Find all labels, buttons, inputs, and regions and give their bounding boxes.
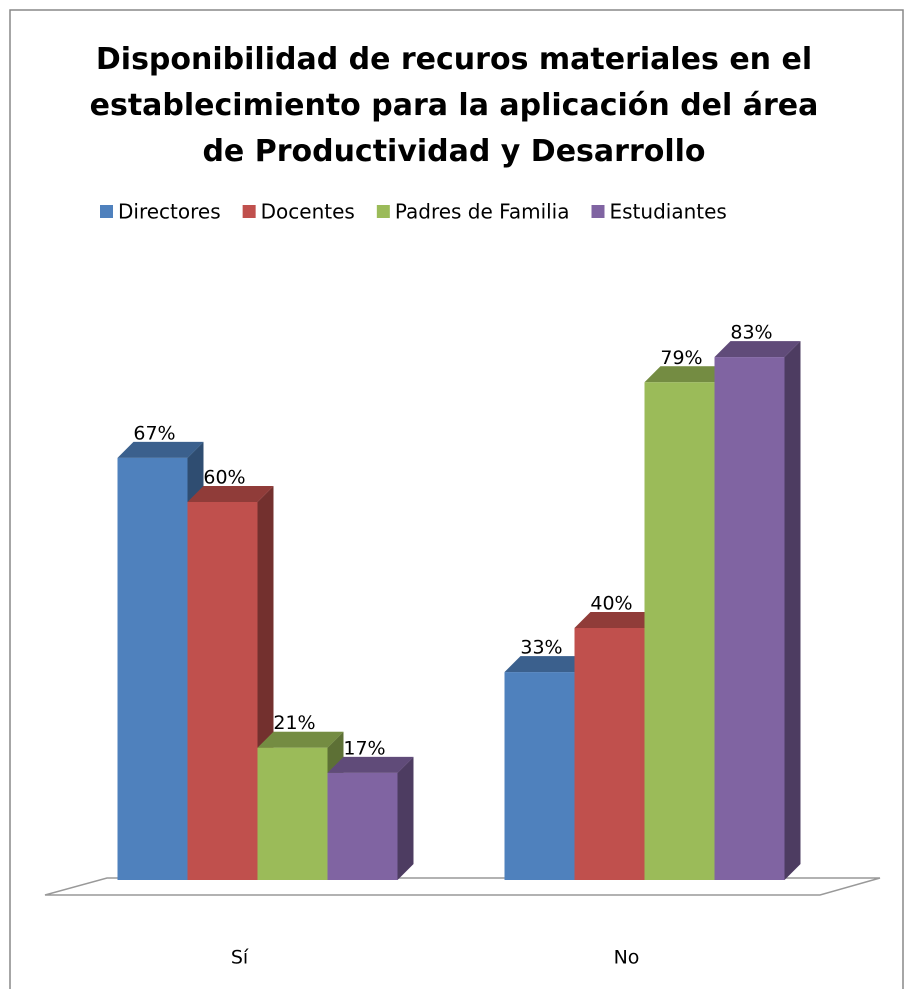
legend-swatch <box>100 205 113 218</box>
floor <box>44 877 881 896</box>
bar <box>644 382 715 880</box>
value-label: 40% <box>590 593 632 615</box>
value-label: 17% <box>343 737 385 759</box>
bar-side <box>784 341 801 881</box>
bar-side <box>397 756 414 880</box>
bar-top-shade <box>504 656 591 673</box>
bar-top <box>574 612 661 628</box>
bar <box>504 672 575 880</box>
chart-title: Disponibilidad de recuros materiales en … <box>90 42 819 169</box>
bar-top-shade <box>574 612 661 628</box>
value-label: 79% <box>660 347 702 369</box>
legend-label: Docentes <box>261 200 355 224</box>
bar-top <box>257 731 344 748</box>
bar-top-shade <box>327 756 414 773</box>
bar-top-shade <box>187 486 274 502</box>
bar-top <box>117 441 204 458</box>
bar <box>257 747 328 880</box>
legend-label: Directores <box>118 200 221 224</box>
legend-swatch <box>242 205 256 218</box>
bar-top-shade <box>257 731 344 748</box>
legend-swatch <box>591 205 605 218</box>
legend-label: Padres de Familia <box>395 200 570 224</box>
legend-swatch <box>376 205 390 218</box>
bar <box>327 772 398 880</box>
bar-top <box>714 341 801 358</box>
bar-top <box>504 656 591 673</box>
value-label: 21% <box>273 712 315 734</box>
legend-label: Estudiantes <box>610 200 727 224</box>
bar <box>574 628 645 880</box>
value-label: 33% <box>520 637 562 659</box>
bar <box>117 457 188 880</box>
bar-top-shade <box>117 441 204 458</box>
bar-top <box>187 486 274 502</box>
bar-side-shade <box>397 756 414 880</box>
x-tick-label: Sí <box>231 947 249 969</box>
bar-top-shade <box>714 341 801 358</box>
bar <box>714 357 785 881</box>
value-label: 83% <box>730 322 772 344</box>
value-label: 60% <box>203 467 245 489</box>
bar-top-shade <box>644 366 731 383</box>
bar <box>187 502 258 880</box>
x-tick-label: No <box>614 947 640 969</box>
bar-top <box>327 756 414 773</box>
bar-side-shade <box>784 341 801 881</box>
bar-top <box>644 366 731 383</box>
value-label: 67% <box>133 422 175 444</box>
